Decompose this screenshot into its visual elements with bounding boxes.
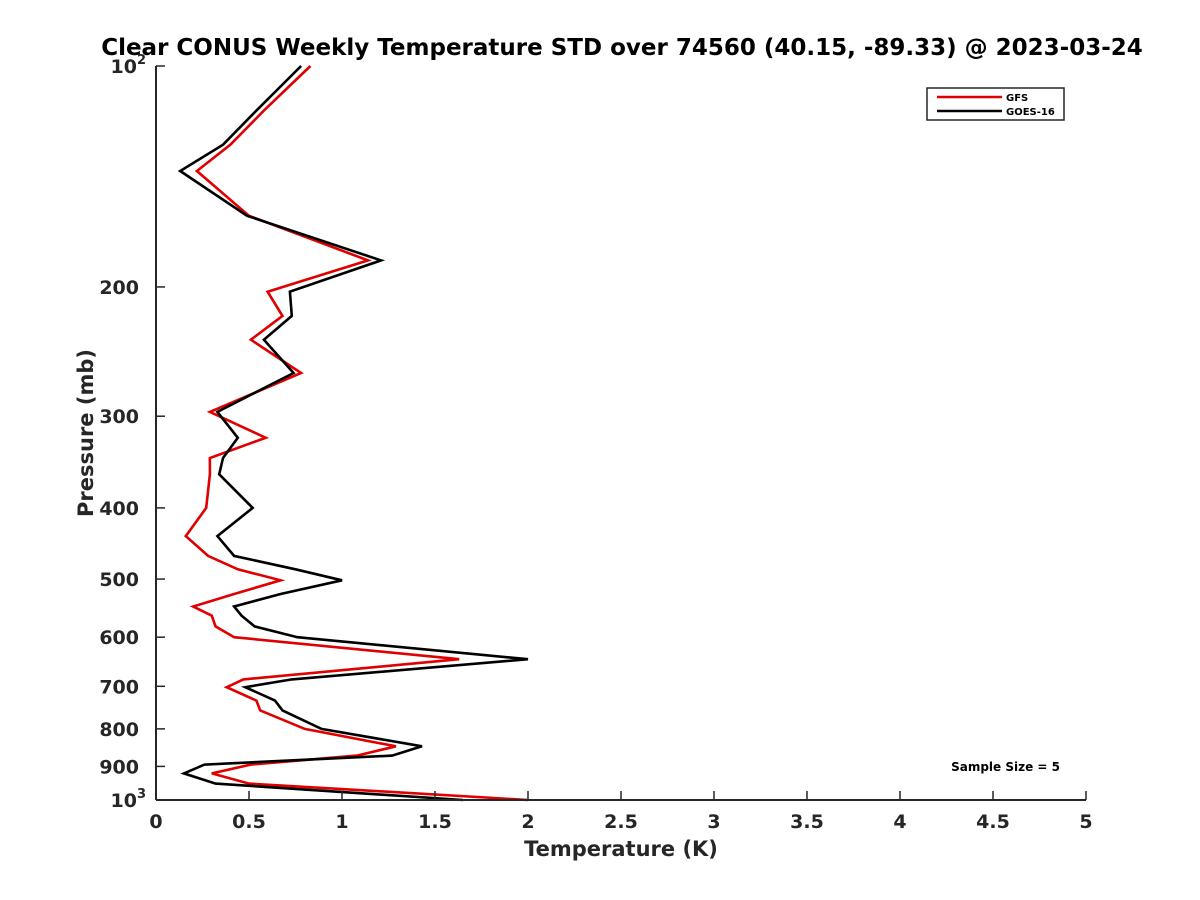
x-ticks: 0 0.5 1 1.5 2 2.5 3 3.5 4 4.5 5 [149,791,1093,833]
y-ticks: 102 200 300 400 500 600 700 800 900 103 [99,53,165,812]
series-line-goes16 [177,65,529,802]
x-tick-label: 2.5 [604,811,638,833]
x-axis-label: Temperature (K) [524,837,718,861]
series-line-gfs [184,65,529,802]
y-tick-label: 103 [111,787,147,812]
y-tick-label: 300 [99,406,139,428]
legend-label-goes16: GOES-16 [1006,107,1055,118]
legend: GFS GOES-16 [926,87,1065,121]
series-layer [177,65,529,802]
x-tick-label: 2 [521,811,534,833]
legend-box [926,87,1065,121]
x-tick-label: 0.5 [232,811,266,833]
chart-title: Clear CONUS Weekly Temperature STD over … [101,35,1143,61]
y-tick-label: 900 [99,756,139,778]
x-tick-label: 4 [893,811,906,833]
x-tick-label: 1 [335,811,348,833]
x-tick-label: 1.5 [418,811,452,833]
x-tick-label: 3 [707,811,720,833]
legend-label-gfs: GFS [1006,93,1028,104]
y-tick-label: 800 [99,719,139,741]
y-tick-label: 102 [111,53,147,78]
x-tick-label: 3.5 [790,811,824,833]
y-axis-label: Pressure (mb) [74,349,98,517]
y-tick-label: 400 [99,498,139,520]
sample-size-annotation: Sample Size = 5 [951,760,1060,774]
axes [155,66,1086,801]
y-tick-label: 600 [99,627,139,649]
y-tick-label: 700 [99,676,139,698]
x-tick-label: 5 [1079,811,1092,833]
x-tick-label: 0 [149,811,162,833]
x-tick-label: 4.5 [976,811,1010,833]
y-tick-label: 500 [99,569,139,591]
y-tick-label: 200 [99,277,139,299]
